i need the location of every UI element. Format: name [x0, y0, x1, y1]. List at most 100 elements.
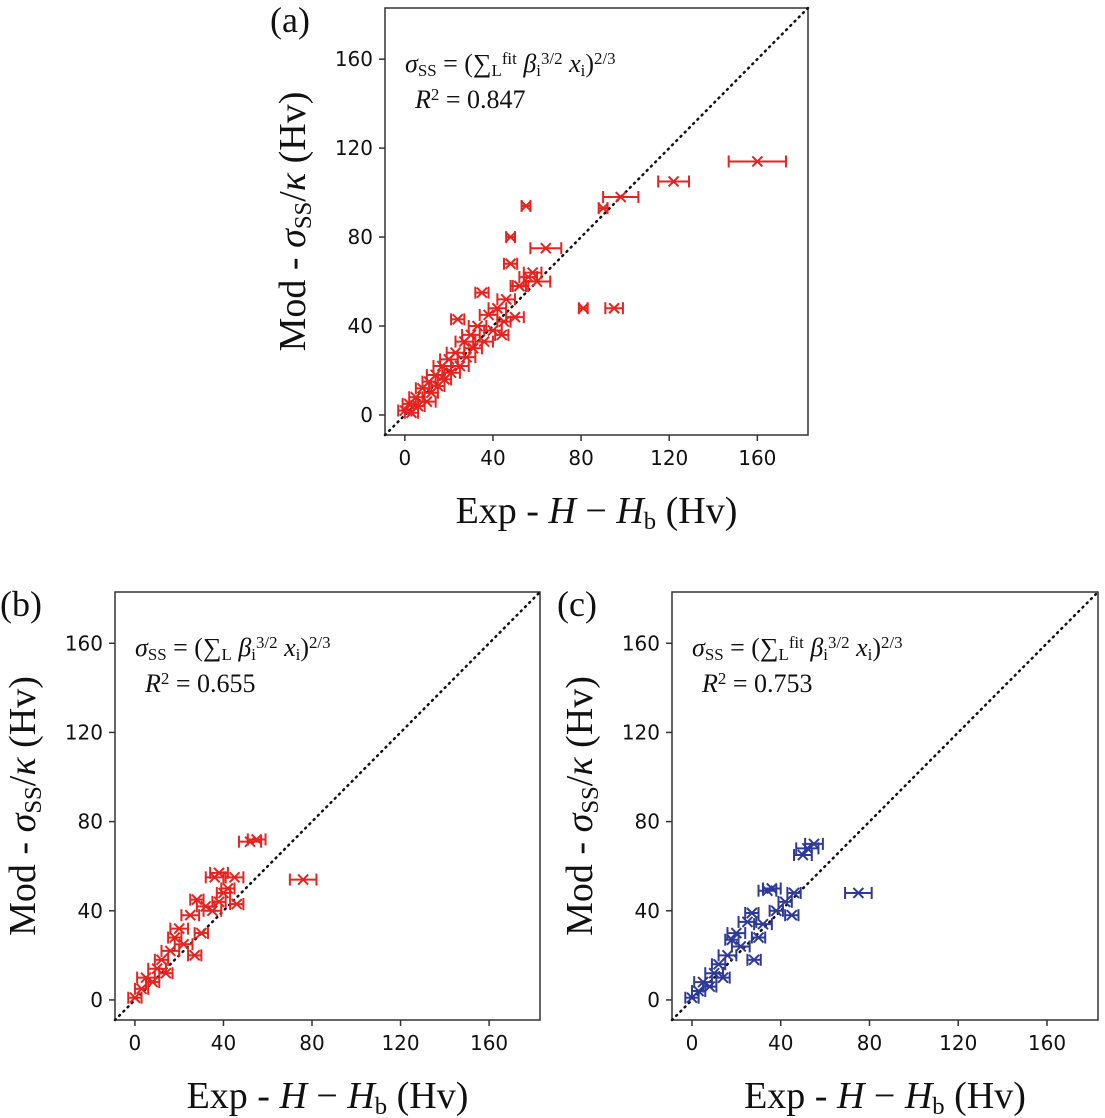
marker-stroke [155, 954, 168, 966]
y-axis-label-part: Mod - [272, 248, 314, 351]
x-axis-label-part: (Hv) [656, 490, 737, 532]
x-axis-label-part: H [836, 1075, 867, 1117]
marker-stroke [184, 909, 196, 921]
marker-stroke [169, 931, 181, 944]
y-tick-label: 120 [622, 720, 660, 744]
x-axis-label-part: H [904, 1075, 935, 1117]
y-tick-label: 80 [348, 225, 373, 249]
x-tick-label: 80 [299, 1031, 324, 1055]
point [513, 280, 526, 292]
x-axis-label-part: H [547, 490, 578, 532]
point [410, 391, 422, 403]
marker-stroke [531, 275, 543, 288]
formula-part: i [536, 61, 541, 80]
formula-part: SS [418, 61, 437, 80]
marker-stroke [471, 320, 484, 332]
marker-stroke [135, 983, 148, 995]
marker-stroke [667, 175, 680, 188]
marker-stroke [129, 992, 141, 1004]
point [129, 992, 141, 1004]
point [195, 927, 208, 939]
point [213, 896, 225, 908]
point [135, 983, 148, 995]
identity-line [383, 6, 810, 437]
marker-stroke [410, 391, 422, 403]
marker-stroke [577, 302, 589, 314]
y-tick-label: 40 [348, 314, 373, 338]
marker-stroke [478, 335, 490, 348]
marker-stroke [526, 266, 539, 279]
marker-stroke [520, 200, 532, 212]
point [531, 275, 543, 288]
marker-stroke [228, 871, 241, 884]
marker-stroke [297, 873, 309, 886]
point [852, 887, 865, 899]
formula-part: 3/2 [256, 633, 278, 652]
marker-stroke [177, 938, 190, 950]
point [160, 967, 172, 979]
marker-stroke [500, 293, 512, 306]
point [200, 900, 212, 913]
point [504, 258, 517, 270]
r-squared-part: R [144, 669, 161, 698]
formula: σSS = (∑Lfit βi3/2 xi)2/3 [692, 633, 903, 664]
y-axis-label-part: σ [559, 812, 601, 832]
x-axis-label-part: b [375, 1093, 387, 1118]
y-axis-label: Mod - σSS/κ (Hv) [2, 676, 47, 936]
y-axis-label-part: (Hv) [2, 676, 44, 757]
point [491, 302, 504, 314]
marker-stroke [788, 887, 800, 899]
r-squared-part: = 0.753 [726, 669, 812, 698]
panel-label: (c) [557, 584, 597, 624]
point [692, 985, 705, 997]
r-squared: R2 = 0.847 [414, 85, 526, 114]
formula-part: i [868, 645, 873, 664]
formula-part: σ [692, 633, 706, 662]
point [741, 916, 754, 928]
point [779, 896, 791, 908]
x-axis-label-part: H [615, 490, 646, 532]
point [615, 191, 627, 203]
point [451, 313, 464, 326]
formula: σSS = (∑L βi3/2 xi)2/3 [135, 633, 331, 664]
point [509, 311, 521, 323]
formula-part: x [278, 633, 297, 662]
marker-stroke [752, 931, 765, 944]
marker-stroke [746, 907, 758, 919]
marker-stroke [206, 905, 219, 917]
y-axis-label-part: κ [272, 172, 314, 191]
x-tick-label: 160 [470, 1031, 508, 1055]
formula-part: fit [789, 633, 804, 652]
y-axis-label-part: / [559, 775, 601, 786]
formula-part: β [804, 633, 824, 662]
y-tick-label: 0 [90, 988, 103, 1012]
formula-part: ) [585, 49, 594, 78]
x-axis-label: Exp - H − Hb (Hv) [744, 1075, 1026, 1118]
formula-part: β [232, 633, 252, 662]
x-axis-label-part: − [307, 1075, 347, 1117]
marker-stroke [222, 882, 234, 895]
y-tick-label: 80 [635, 810, 660, 834]
point [797, 849, 809, 861]
marker-stroke [504, 231, 517, 243]
marker-stroke [487, 324, 499, 337]
point [704, 980, 716, 993]
point [766, 882, 778, 895]
y-tick-label: 80 [78, 810, 103, 834]
marker-stroke [491, 302, 504, 314]
y-axis-label-part: SS [577, 786, 604, 813]
x-axis-label-part: b [932, 1093, 944, 1118]
marker-stroke [801, 842, 814, 855]
point [730, 927, 743, 939]
x-axis-label-part: b [644, 508, 656, 535]
point [449, 347, 462, 359]
marker-stroke [712, 958, 725, 970]
formula-part: fit [502, 49, 517, 68]
point [476, 286, 488, 299]
marker-stroke [721, 949, 734, 962]
marker-stroke [449, 347, 462, 359]
y-axis-label-part: κ [2, 757, 44, 776]
point [708, 967, 720, 979]
point [808, 838, 820, 850]
